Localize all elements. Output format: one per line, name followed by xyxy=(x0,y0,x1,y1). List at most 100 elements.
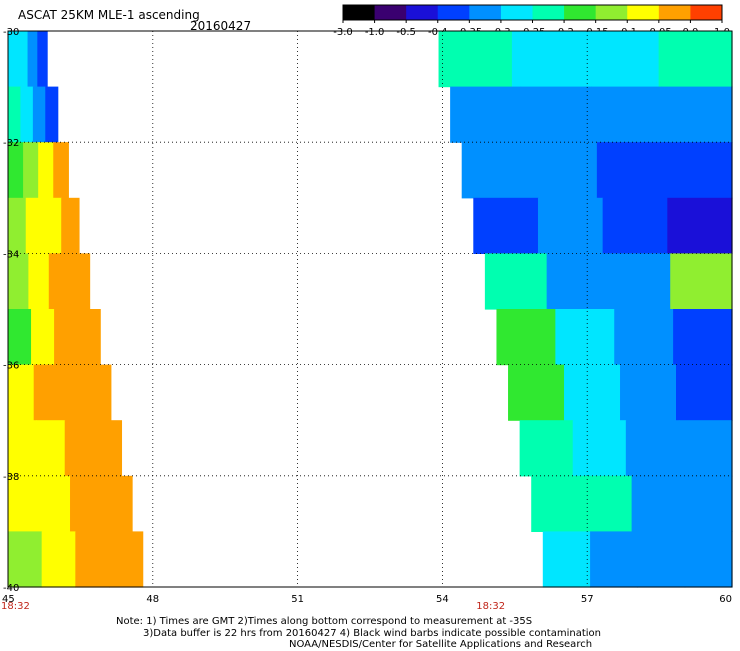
colorbar-segment xyxy=(627,5,660,20)
colorbar-segment xyxy=(469,5,502,20)
swath-cell xyxy=(473,197,539,254)
swath-cell xyxy=(61,197,80,254)
swath-cell xyxy=(625,420,680,477)
time-label: 18:32 xyxy=(476,601,505,612)
swath-cell xyxy=(529,142,598,199)
swath-cell xyxy=(581,475,633,532)
swath-cell xyxy=(572,420,627,477)
colorbar-segment xyxy=(343,5,376,20)
swath-cell xyxy=(8,420,37,477)
swath-cell xyxy=(8,86,22,143)
swath-cell xyxy=(596,142,666,199)
x-tick-label: 48 xyxy=(146,594,159,605)
swath-cell xyxy=(670,253,733,310)
swath-cell xyxy=(608,253,671,310)
swath-cell xyxy=(664,142,733,199)
swath-cell xyxy=(681,475,733,532)
swath-cell xyxy=(53,142,69,199)
swath-cell xyxy=(27,31,38,88)
colorbar-segment xyxy=(595,5,628,20)
swath-cell xyxy=(37,31,48,88)
swath-cell xyxy=(69,253,91,310)
swath-cell xyxy=(546,253,610,310)
chart-title: ASCAT 25KM MLE-1 ascending xyxy=(18,8,200,22)
x-tick-label: 57 xyxy=(581,594,594,605)
swath-cell xyxy=(8,531,43,588)
swath-cell xyxy=(564,364,621,421)
colorbar-segment xyxy=(437,5,470,20)
y-tick-label: -36 xyxy=(3,361,19,372)
swath-cell xyxy=(508,364,565,421)
swath-cell xyxy=(8,31,19,88)
swath-cell xyxy=(667,197,733,254)
swath-cell xyxy=(20,86,34,143)
swath-cell xyxy=(590,531,638,588)
swath-cell xyxy=(673,309,733,366)
swath-cell xyxy=(531,475,583,532)
x-tick-label: 54 xyxy=(436,594,449,605)
swath-cell xyxy=(684,531,733,588)
swath-cell xyxy=(511,31,586,88)
footnote-credit: NOAA/NESDIS/Center for Satellite Applica… xyxy=(289,639,593,650)
swath-cell xyxy=(54,309,78,366)
swath-cell xyxy=(678,420,733,477)
time-labels: 18:32 18:32 xyxy=(1,601,505,612)
footnote-line-2: 3)Data buffer is 22 hrs from 20160427 4)… xyxy=(143,628,601,639)
swath-cell xyxy=(8,364,35,421)
x-tick-label: 60 xyxy=(719,594,732,605)
swath-cell xyxy=(85,364,112,421)
swath-cell xyxy=(585,31,660,88)
x-tick-label: 45 xyxy=(2,594,15,605)
swath-cell xyxy=(38,142,54,199)
y-tick-label: -30 xyxy=(3,27,19,38)
swath-cell xyxy=(555,309,615,366)
swath-cell xyxy=(43,197,62,254)
swath-cell xyxy=(661,86,733,143)
swath-cell xyxy=(28,253,50,310)
swath-cell xyxy=(59,364,86,421)
swath-cell xyxy=(461,142,530,199)
swath-cell xyxy=(676,364,733,421)
colorbar-segment xyxy=(658,5,691,20)
swath-cell xyxy=(36,420,66,477)
swath-cell xyxy=(520,86,592,143)
swath-cell xyxy=(8,475,40,532)
swath-cell xyxy=(25,197,45,254)
swath-cell xyxy=(8,142,24,199)
y-tick-label: -40 xyxy=(3,583,19,594)
colorbar-segment xyxy=(500,5,533,20)
swath-cell xyxy=(64,420,94,477)
chart-date: 20160427 xyxy=(190,19,252,33)
y-tick-label: -32 xyxy=(3,138,19,149)
swath-cell xyxy=(32,86,46,143)
swath-cell xyxy=(8,309,32,366)
colorbar-tick-label: -0.4 xyxy=(428,27,448,38)
colorbar-tick-label: -3.0 xyxy=(333,27,353,38)
y-tick-label: -38 xyxy=(3,472,19,483)
colorbar-tick-label: -0.5 xyxy=(396,27,416,38)
plot-frame xyxy=(7,30,733,588)
swath-cell xyxy=(591,86,663,143)
footnote-line-1: Note: 1) Times are GMT 2)Times along bot… xyxy=(116,616,533,627)
swath-cell xyxy=(93,420,123,477)
colorbar-tick-label: -1.0 xyxy=(365,27,385,38)
swath-cell xyxy=(8,197,27,254)
swath-cell xyxy=(631,475,683,532)
swath-layer xyxy=(8,31,733,588)
swath-cell xyxy=(39,475,71,532)
colorbar-segment xyxy=(532,5,565,20)
y-tick-label: -34 xyxy=(3,249,19,260)
swath-cell xyxy=(542,531,591,588)
swath-cell xyxy=(602,197,668,254)
colorbar-segment xyxy=(406,5,439,20)
swath-cell xyxy=(33,364,61,421)
colorbar-segment xyxy=(690,5,723,20)
swath-cell xyxy=(41,531,76,588)
swath-cell xyxy=(45,86,59,143)
swath-cell xyxy=(77,309,101,366)
swath-cell xyxy=(101,475,133,532)
swath-cell xyxy=(17,31,29,88)
swath-cell xyxy=(438,31,513,88)
swath-cell xyxy=(108,531,144,588)
